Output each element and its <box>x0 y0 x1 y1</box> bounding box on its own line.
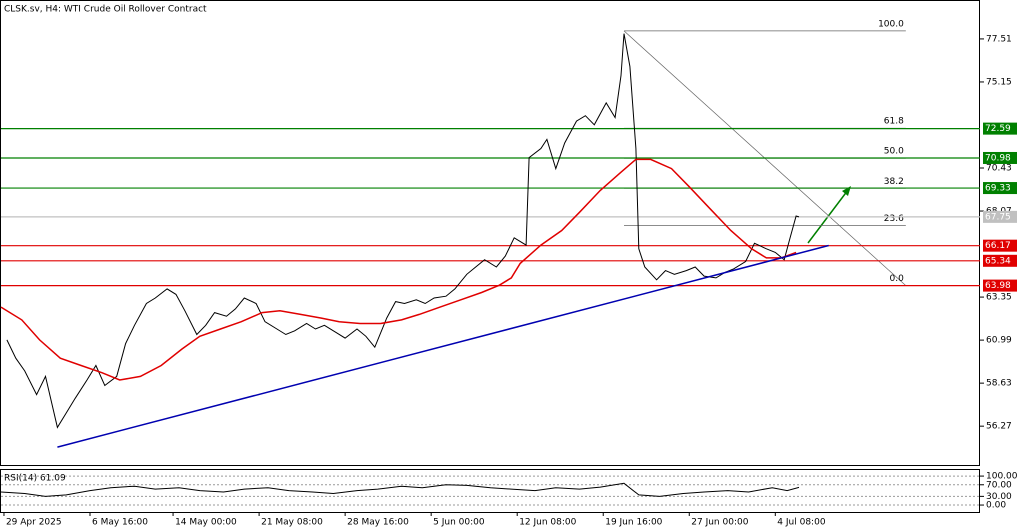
y-tick-label: 60.99 <box>986 336 1012 346</box>
main-frame <box>0 0 980 466</box>
series-line <box>6 33 800 429</box>
level-label-bg <box>983 210 1017 223</box>
x-tick-label: 21 May 08:00 <box>261 518 323 528</box>
x-tick-label: 19 Jun 16:00 <box>605 518 662 528</box>
series-line <box>0 158 797 381</box>
fib-label: 38.2 <box>884 177 904 187</box>
chart-title: CLSK.sv, H4: WTI Crude Oil Rollover Cont… <box>4 5 207 15</box>
series-line <box>57 244 829 448</box>
level-label: 67.75 <box>985 212 1011 222</box>
y-tick-label: 58.63 <box>986 379 1012 389</box>
level-label-bg <box>983 254 1017 267</box>
level-label: 65.34 <box>985 256 1011 266</box>
level-label-bg <box>983 151 1017 164</box>
x-tick-label: 12 Jun 08:00 <box>519 518 576 528</box>
level-label: 63.98 <box>985 281 1011 291</box>
level-label-bg <box>983 182 1017 195</box>
level-label: 66.17 <box>985 241 1011 251</box>
fib-label: 50.0 <box>884 147 904 157</box>
level-label: 72.59 <box>985 124 1011 134</box>
x-tick-label: 14 May 00:00 <box>175 518 237 528</box>
level-label-bg <box>983 239 1017 252</box>
x-tick-label: 29 Apr 2025 <box>6 518 62 528</box>
fib-label: 61.8 <box>884 117 904 127</box>
y-tick-label: 70.43 <box>986 164 1012 174</box>
x-tick-label: 4 Jul 08:00 <box>777 518 826 528</box>
x-tick-label: 5 Jun 00:00 <box>433 518 485 528</box>
rsi-frame <box>0 469 980 513</box>
x-tick-label: 27 Jun 00:00 <box>691 518 748 528</box>
series-line <box>0 482 800 497</box>
rsi-title: RSI(14) 61.09 <box>4 474 66 484</box>
y-tick-label: 77.51 <box>986 34 1012 44</box>
fib-label: 100.0 <box>878 19 904 29</box>
level-label: 69.33 <box>985 184 1011 194</box>
y-tick-label: 100.00 <box>986 472 1018 482</box>
level-label-bg <box>983 122 1017 135</box>
x-tick-label: 6 May 16:00 <box>92 518 148 528</box>
level-label-bg <box>983 279 1017 292</box>
y-tick-label: 56.27 <box>986 422 1012 432</box>
level-label: 70.98 <box>985 153 1011 163</box>
y-tick-label: 70.00 <box>986 480 1012 490</box>
x-tick-label: 28 May 16:00 <box>347 518 409 528</box>
fib-label: 0.0 <box>890 274 905 284</box>
fib-label: 23.6 <box>884 214 904 224</box>
y-tick-label: 0.00 <box>986 501 1006 511</box>
y-tick-label: 63.35 <box>986 293 1012 303</box>
y-tick-label: 75.15 <box>986 77 1012 87</box>
y-tick-label: 30.00 <box>986 492 1012 502</box>
